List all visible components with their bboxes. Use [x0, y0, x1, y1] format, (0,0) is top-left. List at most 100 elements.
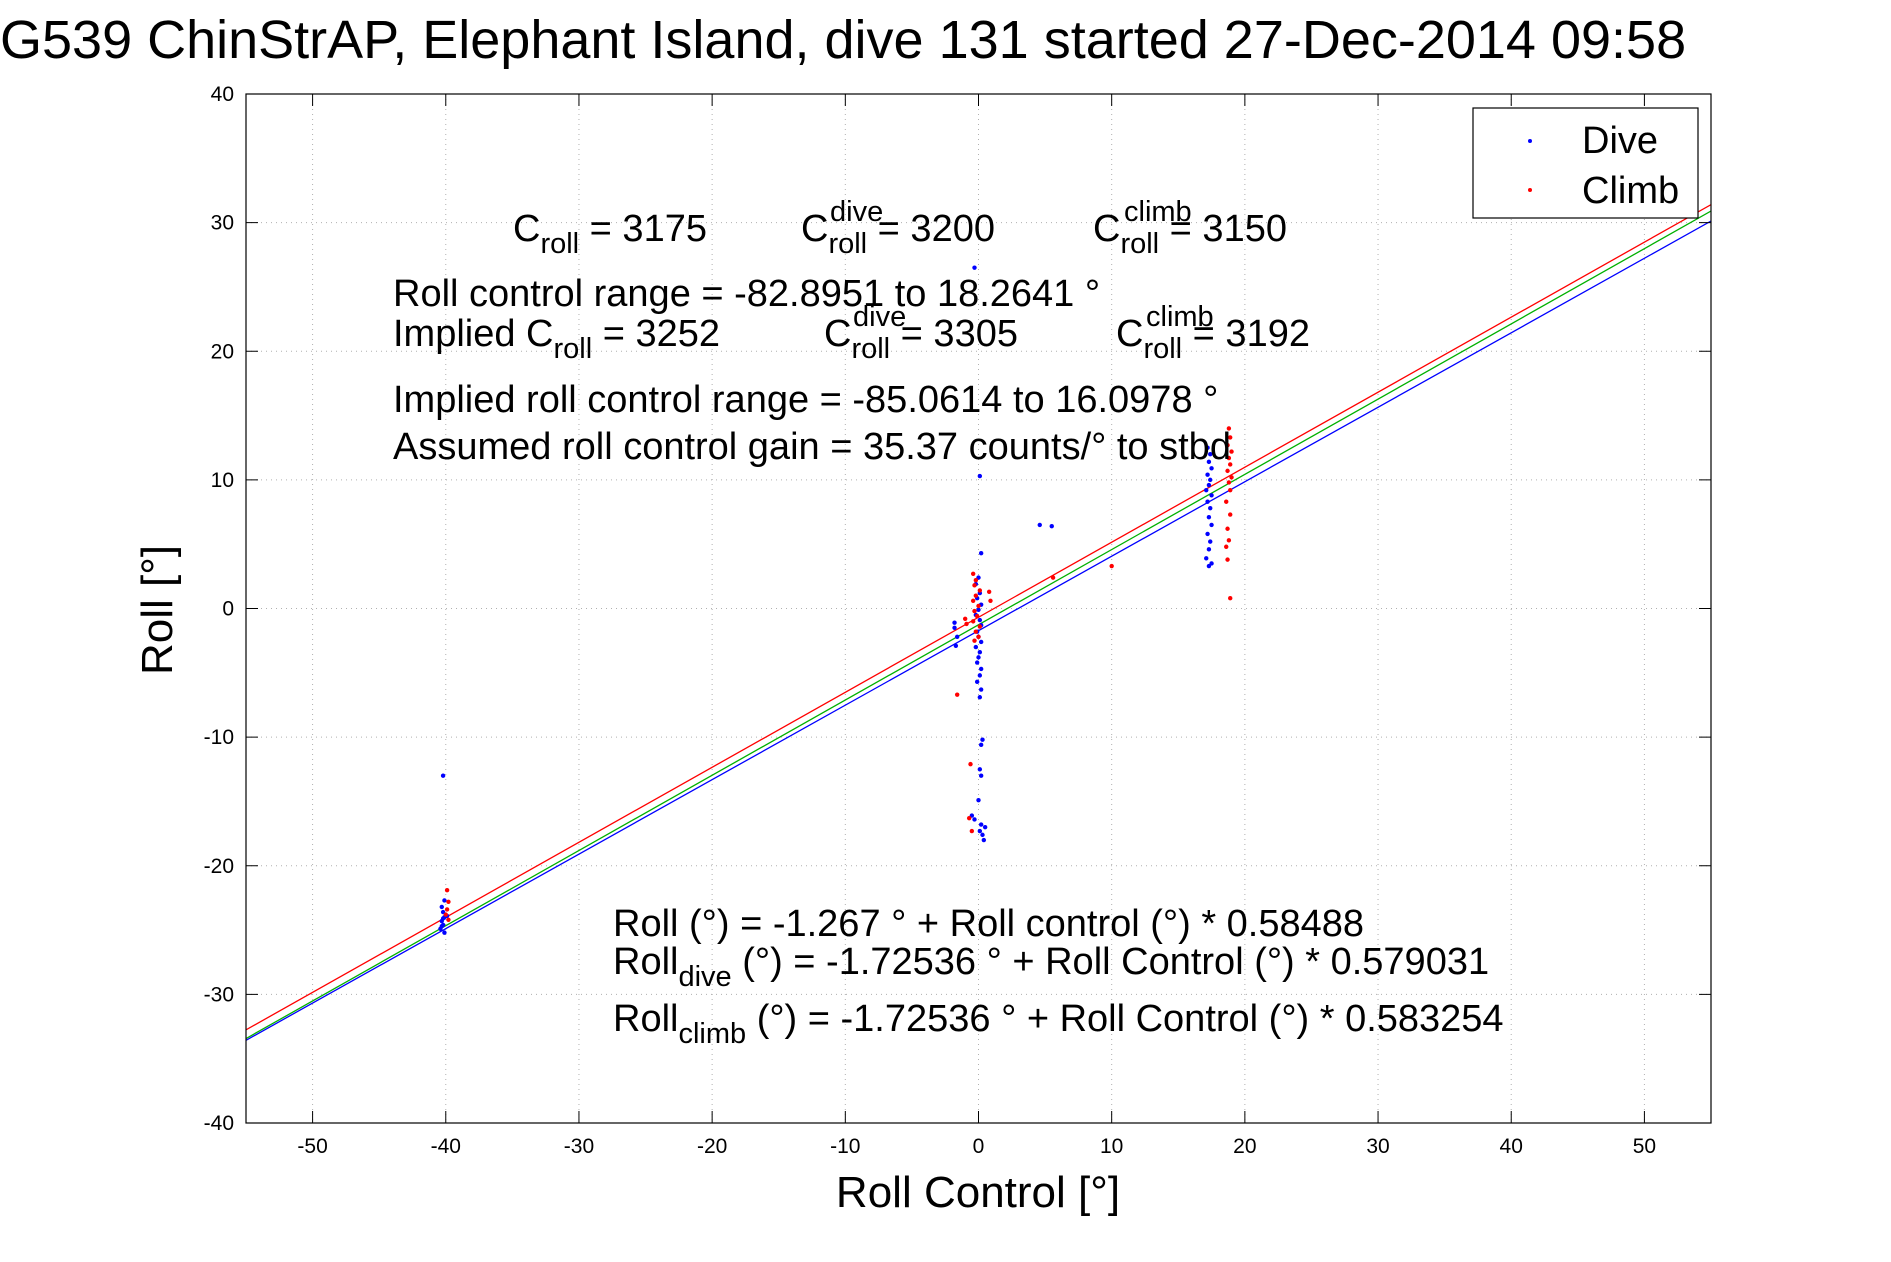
c-roll-climb-superscript: climb [1124, 196, 1192, 228]
c-roll-dive-annotation: Croll = 3200 [801, 208, 995, 260]
climb-point [1228, 596, 1233, 601]
x-tick-label: -40 [431, 1135, 461, 1158]
climb-point [1225, 468, 1230, 474]
climb-point [1229, 449, 1234, 454]
climb-point [972, 638, 977, 643]
dive-point [442, 898, 447, 903]
legend-climb-label: Climb [1582, 170, 1679, 212]
climb-point [1226, 426, 1232, 431]
climb-point [1226, 480, 1232, 485]
dive-point [977, 473, 983, 479]
climb-point [977, 588, 983, 593]
dive-point [974, 660, 980, 665]
climb-point [1109, 563, 1114, 569]
climb-point [1226, 538, 1232, 543]
dive-point [1208, 539, 1213, 544]
c-roll-annotation: Croll = 3175 [513, 208, 707, 260]
climb-point [988, 598, 993, 603]
climb-point [444, 907, 450, 912]
climb-point [1224, 499, 1229, 504]
implied-c-roll-annotation: Implied Croll = 3252 [393, 313, 720, 365]
x-tick-label: 0 [973, 1135, 985, 1158]
dive-point [1204, 556, 1209, 561]
dive-point [442, 930, 447, 935]
dive-point [978, 666, 984, 672]
legend-box [1472, 107, 1699, 219]
climb-point [969, 828, 975, 834]
dive-point [1206, 482, 1212, 488]
climb-point [1224, 544, 1229, 549]
dive-point [1208, 477, 1213, 483]
dive-point [982, 824, 988, 830]
dive-point [1208, 451, 1213, 457]
climb-point [973, 593, 979, 598]
c-roll-climb-annotation: Croll = 3150 [1093, 208, 1287, 260]
y-tick-labels: -40 -30 -20 -10 0 10 20 30 40 [204, 83, 234, 1135]
roll-range-annotation: Roll control range = -82.8951 to 18.2641… [393, 273, 1100, 315]
legend-climb-marker [1528, 188, 1532, 192]
climb-point [968, 761, 973, 767]
climb-point [444, 887, 450, 893]
dive-point [977, 767, 983, 772]
y-tick-label: 0 [222, 598, 234, 621]
legend: Dive Climb [1472, 107, 1699, 219]
y-tick-label: -30 [204, 983, 234, 1006]
dive-point [1206, 547, 1212, 552]
dive-point [976, 797, 981, 803]
dive-point [1206, 459, 1212, 465]
climb-point [986, 589, 992, 594]
climb-point [1228, 435, 1233, 440]
dive-point [1205, 445, 1210, 450]
dive-point [972, 265, 977, 270]
implied-c-roll-climb-superscript: climb [1146, 301, 1214, 333]
climb-point [973, 629, 979, 634]
dive-point [1209, 466, 1214, 471]
fit-climb-annotation: Rollclimb (°) = -1.72536 ° + Roll Contro… [613, 998, 1504, 1050]
dive-point [976, 655, 981, 660]
dive-point [953, 643, 959, 649]
dive-point [977, 695, 983, 700]
climb-point [1225, 442, 1230, 448]
c-roll-dive-superscript: dive [830, 196, 883, 228]
x-tick-label: -10 [830, 1135, 860, 1158]
chart-title: G539 ChinStrAP, Elephant Island, dive 13… [0, 10, 1686, 70]
dive-point [974, 679, 980, 685]
y-axis-label: Roll [°] [133, 545, 182, 675]
y-tick-label: 40 [211, 83, 234, 106]
climb-point [974, 614, 980, 619]
climb-point [1225, 526, 1230, 531]
dive-point [1209, 493, 1214, 498]
fit-overall-annotation: Roll (°) = -1.267 ° + Roll control (°) *… [613, 903, 1364, 945]
dive-point [952, 625, 957, 630]
y-tick-label: -20 [204, 855, 234, 878]
climb-point [970, 571, 976, 576]
x-tick-label: 30 [1366, 1135, 1389, 1158]
data-points [438, 265, 1234, 935]
dive-point [977, 650, 983, 655]
dive-point [973, 644, 979, 650]
dive-point [1209, 522, 1214, 528]
dive-point [978, 550, 984, 556]
dive-point [1205, 499, 1210, 504]
dive-point [980, 832, 985, 838]
climb-point [443, 912, 448, 917]
dive-point [977, 828, 983, 834]
dive-point [978, 742, 984, 748]
x-tick-label: 50 [1633, 1135, 1656, 1158]
dive-point [978, 822, 984, 827]
y-tick-label: -40 [204, 1112, 234, 1135]
dive-point [981, 837, 987, 843]
dive-point [1205, 531, 1210, 537]
climb-point [976, 603, 981, 609]
implied-c-roll-dive-annotation: Croll = 3305 [824, 313, 1018, 365]
climb-point [964, 621, 969, 627]
dive-point [980, 737, 985, 742]
climb-point [972, 608, 977, 614]
y-tick-label: 20 [211, 340, 234, 363]
climb-point [977, 624, 983, 629]
climb-point [1050, 575, 1056, 580]
dive-point [1205, 472, 1210, 477]
climb-point [446, 899, 451, 904]
dive-point [977, 617, 983, 623]
